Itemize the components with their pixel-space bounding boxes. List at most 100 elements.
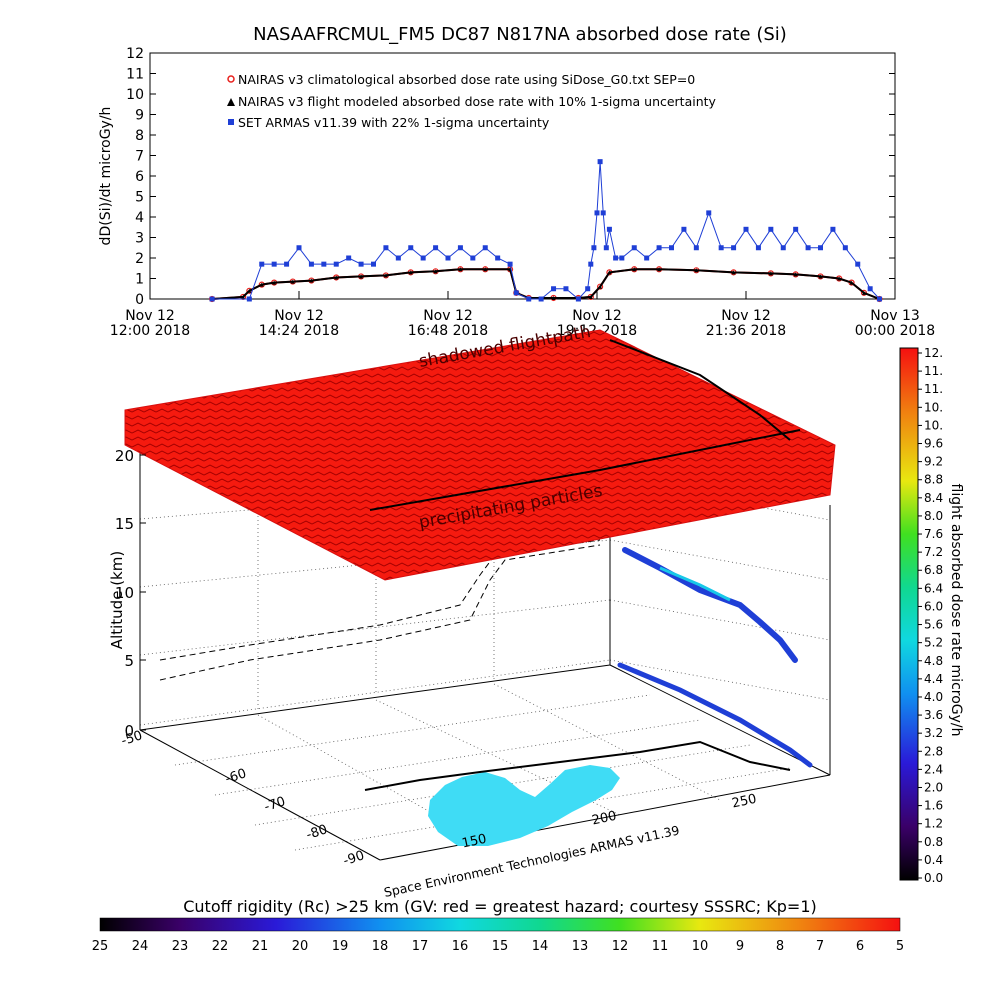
colorbar-tick-label: 9.2 bbox=[924, 455, 943, 469]
point-flight-modeled bbox=[259, 282, 264, 287]
point-flight-modeled bbox=[793, 272, 798, 277]
point-armas bbox=[805, 245, 811, 251]
z-tick-label: 10 bbox=[115, 584, 134, 602]
cutoff-tick-label: 10 bbox=[692, 939, 709, 954]
y-tick-label: 1 bbox=[135, 272, 144, 288]
dose-colorbar-ticks: 12. 11. 11. 10. 10. 9.6 9.2 8.8 8.4 8.0 7.6 7.2 6.8 6… bbox=[918, 346, 943, 885]
point-climatological bbox=[597, 283, 604, 290]
point-flight-modeled bbox=[483, 267, 488, 272]
legend: NAIRAS v3 climatological absorbed dose r… bbox=[227, 72, 717, 130]
latitude-tick-label: -60 bbox=[224, 766, 249, 787]
colorbar-tick-label: 2.0 bbox=[924, 780, 943, 794]
point-flight-modeled bbox=[433, 269, 438, 274]
dose-colorbar-label: flight absorbed dose rate microGy/h bbox=[948, 484, 964, 737]
point-armas bbox=[383, 245, 389, 251]
point-armas bbox=[731, 245, 737, 251]
point-armas bbox=[526, 296, 532, 302]
colorbar-tick-label: 4.4 bbox=[924, 672, 943, 686]
point-flight-modeled bbox=[241, 294, 246, 299]
point-armas bbox=[551, 286, 557, 292]
cutoff-tick-label: 12 bbox=[612, 939, 629, 954]
point-armas bbox=[445, 255, 451, 261]
point-flight-modeled bbox=[272, 280, 277, 285]
point-flight-modeled bbox=[359, 274, 364, 279]
point-flight-modeled bbox=[598, 284, 603, 289]
cutoff-colorbar-ticks: 25 24 23 22 21 20 19 18 17 16 15 14 13 12 11 10 9 8 7 6 5 bbox=[92, 939, 904, 954]
z-tick-labels: 0 5 10 15 20 bbox=[115, 447, 146, 740]
point-flight-modeled bbox=[309, 278, 314, 283]
point-flight-modeled bbox=[408, 270, 413, 275]
cutoff-rigidity-region bbox=[428, 765, 620, 846]
point-armas bbox=[693, 245, 699, 251]
cutoff-tick-label: 7 bbox=[816, 939, 824, 954]
point-armas bbox=[619, 255, 625, 261]
colorbar-tick-label: 2.8 bbox=[924, 744, 943, 758]
cutoff-tick-label: 5 bbox=[896, 939, 904, 954]
cutoff-tick-label: 11 bbox=[652, 939, 669, 954]
colorbar-tick-label: 11. bbox=[924, 364, 943, 378]
cutoff-tick-label: 17 bbox=[412, 939, 429, 954]
point-armas bbox=[420, 255, 426, 261]
point-flight-modeled bbox=[849, 280, 854, 285]
cutoff-tick-label: 6 bbox=[856, 939, 864, 954]
colorbar-tick-label: 6.8 bbox=[924, 563, 943, 577]
point-armas bbox=[656, 245, 662, 251]
colorbar-tick-label: 9.6 bbox=[924, 437, 943, 451]
cutoff-tick-label: 20 bbox=[292, 939, 309, 954]
3d-axes bbox=[139, 440, 831, 861]
point-armas bbox=[591, 245, 597, 251]
longitude-tick-label: 150 bbox=[461, 832, 488, 852]
latitude-tick-label: -70 bbox=[263, 794, 288, 815]
longitude-tick-labels: 150 200 250 bbox=[461, 792, 758, 852]
point-flight-modeled bbox=[657, 267, 662, 272]
x-tick-label-time: 00:00 2018 bbox=[855, 323, 935, 339]
point-armas bbox=[271, 261, 277, 267]
point-armas bbox=[842, 245, 848, 251]
point-flight-modeled bbox=[588, 294, 593, 299]
x-tick-label-date: Nov 13 bbox=[870, 308, 920, 324]
colorbar-tick-label: 0.4 bbox=[924, 853, 943, 867]
x-tick-label-date: Nov 12 bbox=[572, 308, 622, 324]
point-flight-modeled bbox=[731, 270, 736, 275]
point-flight-modeled bbox=[837, 276, 842, 281]
cutoff-tick-label: 18 bbox=[372, 939, 389, 954]
cutoff-bar-label: Cutoff rigidity (Rc) >25 km (GV: red = g… bbox=[183, 897, 817, 916]
colorbar-tick-label: 5.2 bbox=[924, 636, 943, 650]
y-tick-label: 7 bbox=[135, 149, 144, 165]
colorbar-tick-label: 1.2 bbox=[924, 817, 943, 831]
3d-plot: shadowed flightpath precipitating partic… bbox=[108, 322, 836, 900]
point-armas bbox=[321, 261, 327, 267]
x-tick-label-date: Nov 12 bbox=[125, 308, 175, 324]
cutoff-tick-label: 15 bbox=[492, 939, 509, 954]
colorbar-tick-label: 7.6 bbox=[924, 527, 943, 541]
y-tick-label: 9 bbox=[135, 108, 144, 124]
point-armas bbox=[613, 255, 619, 261]
latitude-tick-label: -50 bbox=[120, 728, 145, 749]
point-armas bbox=[575, 296, 581, 302]
point-armas bbox=[507, 261, 513, 267]
point-armas bbox=[755, 245, 761, 251]
point-armas bbox=[706, 210, 712, 216]
z-tick-label: 15 bbox=[115, 515, 134, 533]
x-tick-label-date: Nov 12 bbox=[423, 308, 473, 324]
colorbar-tick-label: 8.4 bbox=[924, 491, 943, 505]
point-armas bbox=[631, 245, 637, 251]
point-armas bbox=[588, 261, 594, 267]
dose-colorbar bbox=[899, 347, 919, 881]
point-armas bbox=[793, 226, 799, 232]
z-tick-label: 20 bbox=[115, 447, 134, 465]
legend-marker-armas bbox=[228, 119, 234, 125]
colorbar-tick-label: 4.0 bbox=[924, 690, 943, 704]
point-flight-modeled bbox=[247, 288, 252, 293]
cutoff-tick-label: 23 bbox=[172, 939, 189, 954]
legend-label-flight-modeled: NAIRAS v3 flight modeled absorbed dose r… bbox=[238, 94, 717, 109]
point-flight-modeled bbox=[694, 268, 699, 273]
point-flight-modeled bbox=[607, 270, 612, 275]
point-armas bbox=[855, 261, 861, 267]
colorbar-tick-label: 2.4 bbox=[924, 762, 943, 776]
point-flight-modeled bbox=[334, 275, 339, 280]
point-armas bbox=[830, 226, 836, 232]
point-armas bbox=[513, 290, 519, 296]
point-armas bbox=[284, 261, 290, 267]
